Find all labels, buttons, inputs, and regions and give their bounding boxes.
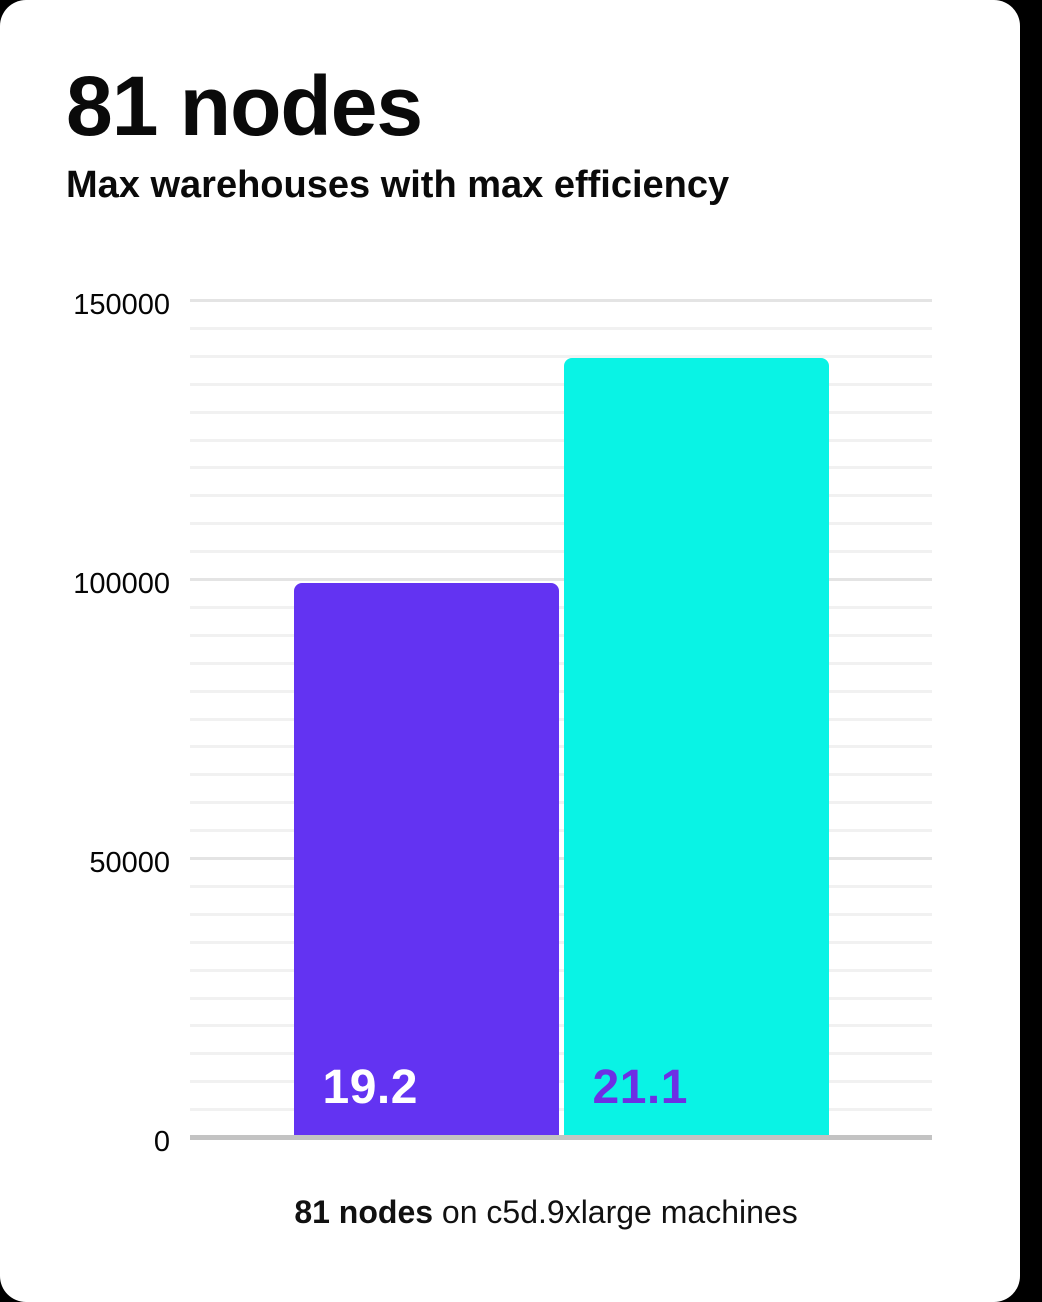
minor-gridline: [190, 410, 932, 414]
minor-gridline: [190, 354, 932, 358]
minor-gridline: [190, 522, 932, 526]
bars: 19.2 21.1: [190, 301, 932, 1138]
page-subtitle: Max warehouses with max efficiency: [66, 164, 730, 206]
bar-value-label: 21.1: [592, 1061, 688, 1114]
major-gridline: [190, 299, 932, 302]
y-axis: 0 50000 100000 150000: [0, 290, 170, 1157]
caption-bold: 81 nodes: [294, 1194, 434, 1230]
y-tick-label: 50000: [89, 847, 170, 880]
major-gridline: [190, 857, 932, 861]
caption: 81 nodes on c5d.9xlarge machines: [150, 1194, 942, 1231]
minor-gridline: [190, 689, 932, 693]
minor-gridline: [190, 633, 932, 637]
minor-gridline: [190, 912, 932, 916]
x-axis-line: [190, 1135, 932, 1140]
minor-gridline: [190, 884, 932, 888]
minor-gridline: [190, 829, 932, 833]
minor-gridline: [190, 438, 932, 442]
minor-gridline: [190, 773, 932, 777]
minor-gridline: [190, 940, 932, 944]
minor-gridline: [190, 1052, 932, 1056]
minor-gridline: [190, 494, 932, 498]
card: 81 nodes Max warehouses with max efficie…: [0, 0, 1020, 1302]
bar-19.2: 19.2: [293, 583, 559, 1138]
bar-21.1: 21.1: [563, 357, 829, 1138]
bar-chart: 0 50000 100000 150000 19.2 21.1: [0, 290, 932, 1157]
minor-gridline: [190, 550, 932, 554]
y-tick-label: 0: [153, 1126, 170, 1158]
major-gridline: [190, 578, 932, 582]
y-tick-label: 150000: [73, 289, 170, 321]
minor-gridline: [190, 717, 932, 721]
page-title: 81 nodes: [66, 59, 423, 153]
minor-gridline: [190, 605, 932, 609]
minor-gridline: [190, 382, 932, 386]
minor-gridline: [190, 326, 932, 330]
caption-rest: on c5d.9xlarge machines: [433, 1194, 798, 1230]
minor-gridline: [190, 996, 932, 1000]
plot-area: 19.2 21.1: [190, 299, 932, 1140]
y-tick-label: 100000: [73, 568, 170, 601]
minor-gridline: [190, 466, 932, 470]
minor-gridline: [190, 661, 932, 665]
minor-gridline: [190, 745, 932, 749]
minor-gridline: [190, 968, 932, 972]
minor-gridline: [190, 1024, 932, 1028]
minor-gridline: [190, 801, 932, 805]
minor-gridline: [190, 1108, 932, 1112]
minor-gridline: [190, 1080, 932, 1084]
bar-value-label: 19.2: [322, 1061, 418, 1114]
